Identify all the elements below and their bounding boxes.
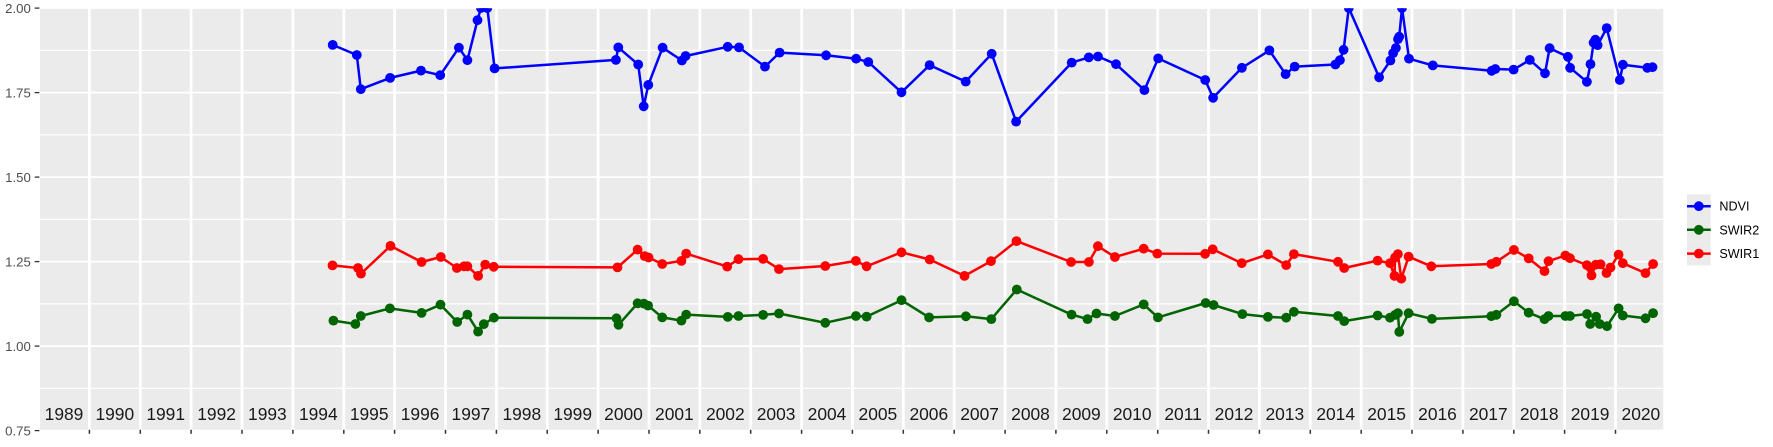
svg-text:1.75: 1.75 [5, 85, 31, 100]
svg-text:1996: 1996 [401, 404, 440, 424]
svg-text:1.00: 1.00 [5, 339, 31, 354]
svg-text:2011: 2011 [1164, 404, 1201, 424]
svg-text:1.25: 1.25 [5, 254, 31, 269]
svg-text:2017: 2017 [1469, 404, 1508, 424]
svg-text:1993: 1993 [248, 404, 287, 424]
svg-text:1991: 1991 [146, 404, 185, 424]
svg-text:2006: 2006 [909, 404, 948, 424]
svg-text:2009: 2009 [1062, 404, 1101, 424]
svg-text:2013: 2013 [1265, 404, 1304, 424]
svg-text:1994: 1994 [299, 404, 338, 424]
svg-text:NDVI: NDVI [1719, 200, 1749, 214]
svg-text:2010: 2010 [1113, 404, 1152, 424]
svg-text:1.50: 1.50 [5, 170, 31, 185]
svg-text:1989: 1989 [45, 404, 84, 424]
svg-text:2008: 2008 [1011, 404, 1050, 424]
svg-text:2012: 2012 [1215, 404, 1254, 424]
svg-text:SWIR1: SWIR1 [1719, 247, 1759, 261]
svg-text:1997: 1997 [452, 404, 491, 424]
svg-text:1990: 1990 [95, 404, 134, 424]
svg-text:2007: 2007 [960, 404, 999, 424]
svg-text:2016: 2016 [1418, 404, 1457, 424]
svg-text:2002: 2002 [706, 404, 745, 424]
svg-text:2001: 2001 [655, 404, 694, 424]
svg-text:2015: 2015 [1367, 404, 1406, 424]
svg-text:SWIR2: SWIR2 [1719, 223, 1759, 237]
svg-text:2004: 2004 [808, 404, 847, 424]
svg-text:2003: 2003 [757, 404, 796, 424]
svg-text:1999: 1999 [553, 404, 592, 424]
svg-text:2014: 2014 [1316, 404, 1355, 424]
svg-text:1998: 1998 [502, 404, 541, 424]
svg-text:1992: 1992 [197, 404, 236, 424]
svg-text:2000: 2000 [604, 404, 643, 424]
svg-text:2019: 2019 [1571, 404, 1610, 424]
svg-text:1995: 1995 [350, 404, 389, 424]
svg-text:0.75: 0.75 [5, 423, 31, 438]
svg-text:2020: 2020 [1622, 404, 1661, 424]
svg-text:2005: 2005 [859, 404, 898, 424]
svg-text:2.00: 2.00 [5, 1, 31, 16]
svg-text:2018: 2018 [1520, 404, 1559, 424]
